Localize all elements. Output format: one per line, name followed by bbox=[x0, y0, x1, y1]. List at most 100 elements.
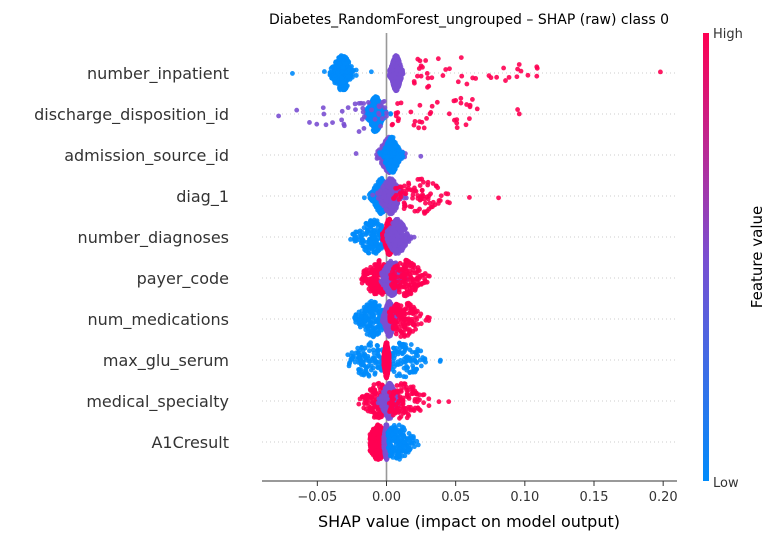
data-point bbox=[396, 196, 402, 202]
data-point bbox=[341, 54, 347, 60]
data-point bbox=[514, 74, 520, 80]
data-point bbox=[433, 183, 439, 189]
data-point bbox=[406, 180, 411, 186]
data-point bbox=[443, 67, 449, 72]
data-point bbox=[417, 119, 422, 125]
data-point bbox=[339, 69, 344, 75]
data-point bbox=[379, 290, 384, 295]
data-point bbox=[400, 262, 406, 268]
data-point bbox=[383, 180, 389, 185]
chart-title: Diabetes_RandomForest_ungrouped – SHAP (… bbox=[269, 12, 669, 28]
data-point bbox=[417, 183, 423, 188]
data-point bbox=[436, 198, 442, 203]
data-point bbox=[372, 228, 378, 234]
data-point bbox=[323, 122, 329, 128]
data-point bbox=[376, 331, 382, 336]
data-point bbox=[362, 277, 368, 283]
data-point bbox=[419, 187, 425, 193]
data-point bbox=[360, 243, 366, 249]
data-point bbox=[417, 102, 423, 108]
data-point bbox=[496, 195, 501, 201]
data-point bbox=[390, 121, 396, 127]
data-point bbox=[417, 176, 423, 182]
data-point bbox=[401, 244, 406, 250]
data-point bbox=[407, 204, 413, 209]
data-point bbox=[379, 272, 385, 278]
data-point bbox=[353, 73, 359, 78]
data-point bbox=[371, 102, 377, 108]
data-point bbox=[361, 195, 367, 201]
data-point bbox=[374, 248, 380, 254]
data-point bbox=[423, 317, 429, 323]
data-point bbox=[387, 216, 393, 222]
data-point bbox=[339, 108, 345, 114]
data-point bbox=[370, 313, 376, 318]
data-point bbox=[371, 249, 377, 255]
data-point bbox=[410, 195, 415, 201]
data-point bbox=[360, 105, 366, 111]
data-point bbox=[314, 121, 320, 127]
data-point bbox=[413, 314, 418, 320]
data-point bbox=[361, 101, 367, 106]
data-point bbox=[394, 86, 400, 91]
data-point bbox=[402, 227, 408, 232]
data-point bbox=[451, 98, 457, 104]
data-point bbox=[380, 312, 386, 318]
data-point bbox=[394, 302, 400, 307]
data-point bbox=[458, 100, 464, 106]
data-point bbox=[390, 135, 396, 140]
data-point bbox=[388, 111, 393, 116]
data-point bbox=[393, 331, 399, 337]
data-point bbox=[429, 75, 435, 81]
data-point bbox=[419, 195, 424, 200]
data-point bbox=[393, 185, 398, 191]
data-point bbox=[410, 285, 415, 291]
data-point bbox=[368, 281, 374, 287]
data-point bbox=[382, 277, 388, 283]
data-point bbox=[398, 316, 404, 322]
data-point bbox=[440, 73, 446, 78]
data-point bbox=[351, 236, 357, 242]
data-point bbox=[341, 87, 346, 92]
data-point bbox=[392, 237, 397, 243]
data-point bbox=[375, 98, 381, 104]
data-point bbox=[413, 188, 419, 194]
data-point bbox=[345, 74, 351, 79]
data-point bbox=[393, 205, 399, 211]
data-point bbox=[348, 236, 353, 242]
data-point bbox=[384, 113, 389, 119]
data-point bbox=[359, 237, 365, 242]
data-point bbox=[382, 145, 388, 151]
data-point bbox=[424, 116, 429, 121]
data-points bbox=[276, 53, 663, 463]
data-point bbox=[658, 69, 663, 75]
data-point bbox=[380, 194, 386, 200]
data-point bbox=[386, 203, 392, 209]
data-point bbox=[404, 320, 410, 326]
data-point bbox=[362, 323, 368, 329]
data-point bbox=[376, 221, 381, 227]
data-point bbox=[503, 78, 508, 83]
data-point bbox=[390, 325, 396, 331]
data-point bbox=[401, 307, 407, 313]
data-point bbox=[435, 56, 441, 62]
data-point bbox=[417, 58, 423, 64]
data-point bbox=[360, 109, 366, 115]
data-point bbox=[416, 125, 422, 131]
data-point bbox=[339, 75, 344, 81]
data-point bbox=[376, 258, 382, 263]
data-point bbox=[384, 208, 389, 214]
data-point bbox=[391, 167, 397, 172]
data-point bbox=[388, 187, 394, 192]
data-point bbox=[404, 231, 410, 236]
data-point bbox=[421, 179, 426, 185]
data-point bbox=[424, 194, 430, 200]
data-point bbox=[445, 199, 450, 205]
data-point bbox=[331, 77, 337, 82]
data-point bbox=[368, 331, 374, 336]
data-point bbox=[406, 259, 412, 264]
data-point bbox=[340, 79, 346, 85]
data-point bbox=[321, 69, 327, 74]
data-point bbox=[415, 208, 420, 214]
data-point bbox=[387, 309, 392, 315]
